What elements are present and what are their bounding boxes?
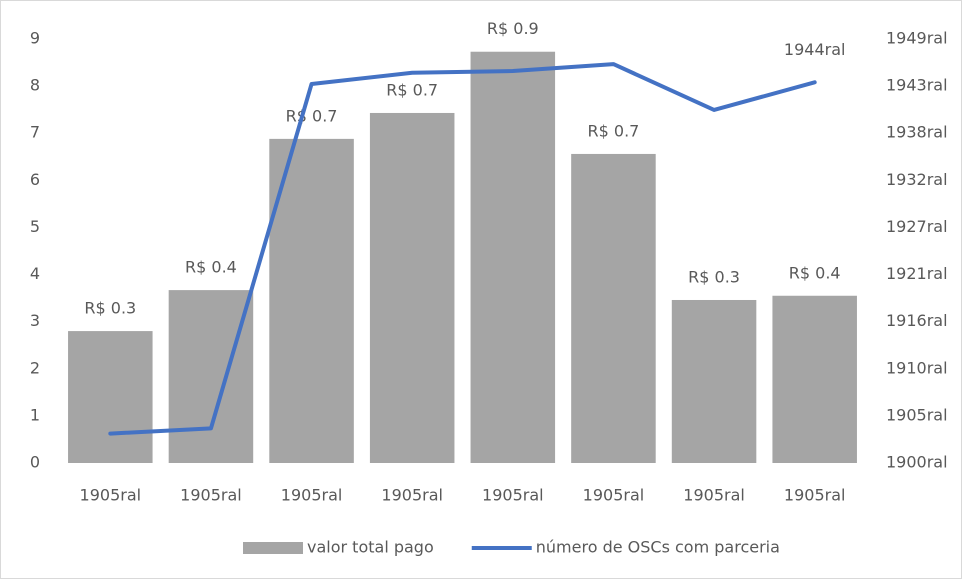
y-tick-label: 5 [30,217,40,236]
bar [772,295,857,463]
y2-tick-label: 1932ral [886,170,948,189]
y2-tick-label: 1927ral [886,217,948,236]
y-tick-label: 7 [30,123,40,142]
bar [369,112,455,463]
x-tick-label: 1905ral [180,486,242,505]
y2-tick-label: 1916ral [886,311,948,330]
y-tick-label: 9 [30,29,40,48]
y2-tick-label: 1921ral [886,264,948,283]
x-tick-label: 1905ral [281,486,343,505]
legend-swatch [243,542,303,554]
y2-tick-label: 1910ral [886,358,948,377]
x-tick-label: 1905ral [784,486,846,505]
bar [168,290,254,463]
y-tick-label: 6 [30,170,40,189]
bar [571,153,656,463]
y2-tick-label: 1938ral [886,123,948,142]
y2-tick-label: 1949ral [886,29,948,48]
bar [470,51,556,463]
y-tick-label: 4 [30,264,40,283]
y-tick-label: 0 [30,453,40,472]
bar-annotation: R$ 0.7 [286,106,338,125]
y2-tick-label: 1905ral [886,405,948,424]
y-tick-label: 8 [30,76,40,95]
bar-annotation: R$ 0.3 [688,267,740,286]
y2-tick-label: 1900ral [886,453,948,472]
y2-tick-label: 1943ral [886,76,948,95]
bar [671,299,757,463]
bar [269,138,354,463]
y-tick-label: 1 [30,405,40,424]
bar-annotation: R$ 0.7 [386,80,438,99]
x-tick-label: 1905ral [583,486,645,505]
line [108,62,817,436]
bar-annotation: R$ 0.7 [588,121,640,140]
x-tick-label: 1905ral [80,486,142,505]
y-tick-label: 2 [30,358,40,377]
bar-annotation: R$ 0.4 [789,263,841,282]
y-tick-label: 3 [30,311,40,330]
legend-label: número de OSCs com parceria [536,538,780,557]
bar [68,331,153,463]
legend-label: valor total pago [307,538,434,557]
x-tick-label: 1905ral [683,486,745,505]
x-tick-label: 1905ral [482,486,544,505]
line-value-label: 1944ral [784,40,846,59]
x-tick-label: 1905ral [381,486,443,505]
bar-annotation: R$ 0.3 [84,299,136,318]
bar-annotation: R$ 0.4 [185,258,237,277]
bar-annotation: R$ 0.9 [487,19,539,38]
